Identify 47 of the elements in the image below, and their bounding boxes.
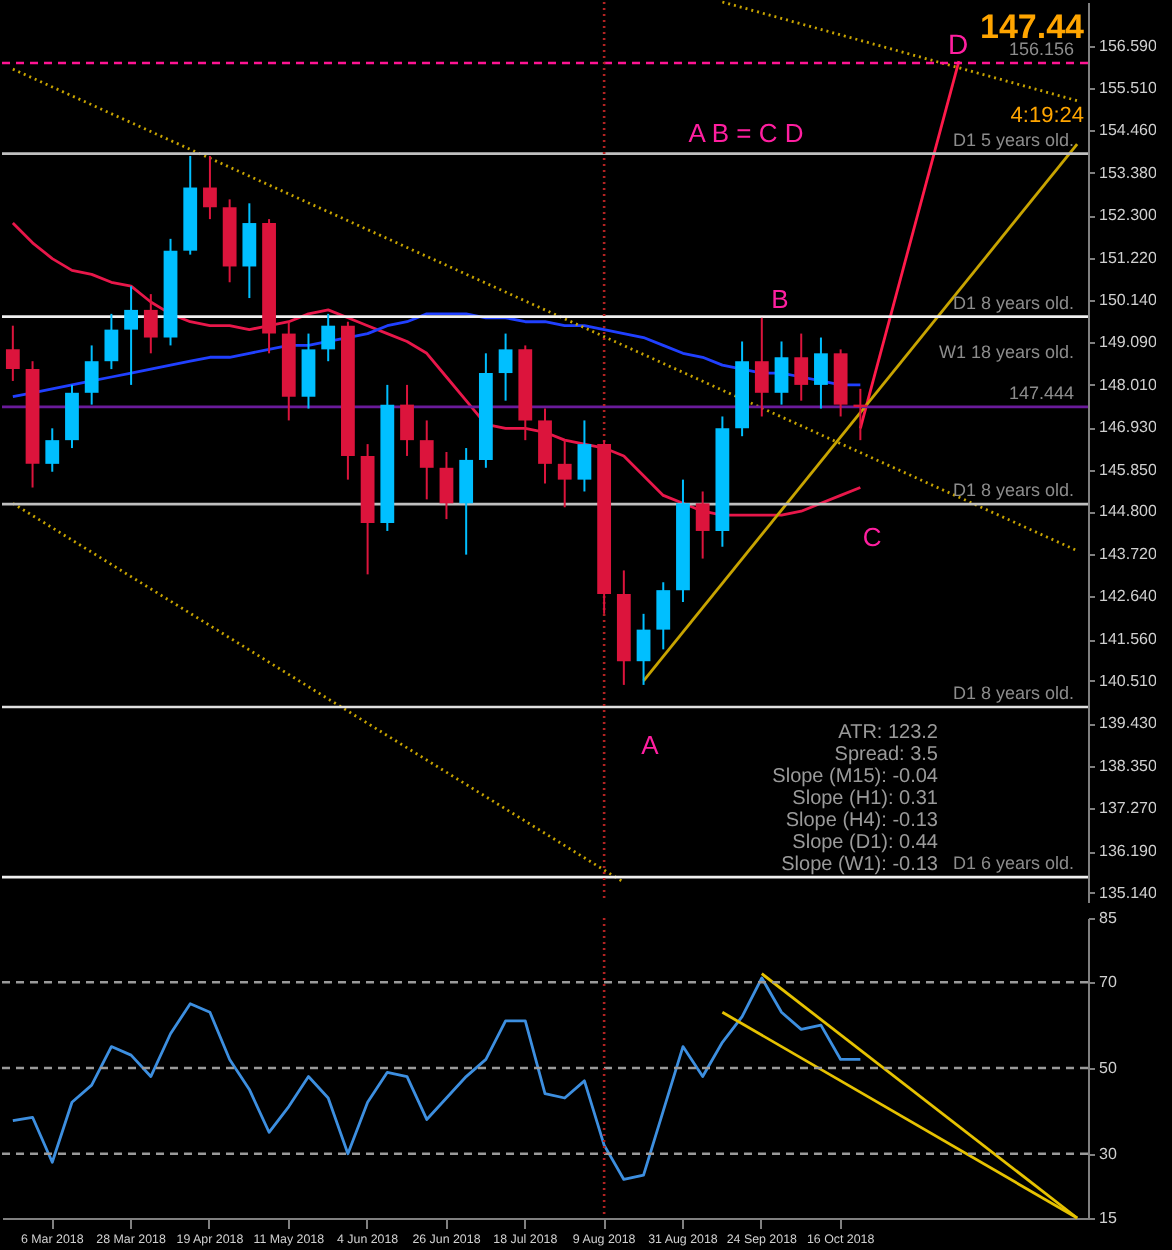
ref-line-label: D1 8 years old. [952, 683, 1074, 703]
ref-line-label: D1 8 years old. [952, 480, 1074, 501]
annotation: ATR: 123.2 [838, 722, 939, 744]
annotation: A [641, 730, 660, 760]
annotation: Slope (H4): -0.13 [785, 810, 939, 832]
annotation: C [862, 522, 882, 552]
y-tick-label: 144.800 [1099, 502, 1158, 521]
y-tick-label: 141.560 [1099, 630, 1158, 649]
y-tick-label: 137.270 [1099, 799, 1158, 818]
y-tick-label: 136.190 [1099, 842, 1158, 861]
y-tick-label: 151.220 [1099, 248, 1158, 267]
annotation: Slope (W1): -0.13 [781, 854, 939, 876]
y-tick-label: 135.140 [1099, 883, 1158, 902]
y-tick-label: 155.510 [1099, 79, 1158, 98]
y-tick-label: 148.010 [1099, 375, 1158, 394]
y-tick-label: 154.460 [1099, 120, 1158, 139]
annotation: Slope (H1): 0.31 [792, 788, 939, 810]
y-tick-label: 85 [1099, 909, 1118, 927]
y-tick-label: 138.350 [1099, 756, 1158, 775]
y-tick-label: 143.720 [1099, 544, 1158, 563]
annotation: D [947, 28, 969, 60]
y-tick-label: 142.640 [1099, 587, 1158, 606]
y-tick-label: 156.590 [1099, 36, 1158, 55]
y-tick-label: 140.510 [1099, 671, 1158, 690]
y-tick-label: 30 [1099, 1144, 1118, 1163]
y-tick-label: 139.430 [1099, 714, 1158, 733]
annotation: Slope (D1): 0.44 [792, 832, 939, 854]
annotation: Slope (M15): -0.04 [772, 766, 939, 788]
annotation: W1 18 years old. [938, 342, 1074, 362]
y-tick-label: 145.850 [1099, 460, 1158, 479]
y-tick-label: 146.930 [1099, 418, 1158, 437]
ref-line-label: 156.156 [1008, 38, 1074, 59]
ref-line-label: D1 5 years old. [952, 129, 1074, 150]
y-tick-label: 70 [1099, 973, 1118, 992]
annotation: A B = C D [688, 118, 804, 148]
annotation: B [771, 284, 789, 314]
y-tick-label: 153.380 [1099, 163, 1158, 182]
annotation: Spread: 3.5 [834, 744, 939, 766]
y-tick-label: 15 [1099, 1209, 1118, 1227]
y-tick-label: 152.300 [1099, 206, 1158, 225]
y-tick-label: 50 [1099, 1059, 1118, 1077]
y-tick-label: 149.090 [1099, 332, 1158, 351]
ref-line-label: D1 8 years old. [952, 292, 1074, 313]
annotation: 4:19:24 [1010, 104, 1084, 128]
y-tick-label: 150.140 [1099, 291, 1158, 310]
ref-line-label: 147.444 [1008, 382, 1074, 403]
ref-line-label: D1 6 years old. [952, 853, 1074, 874]
